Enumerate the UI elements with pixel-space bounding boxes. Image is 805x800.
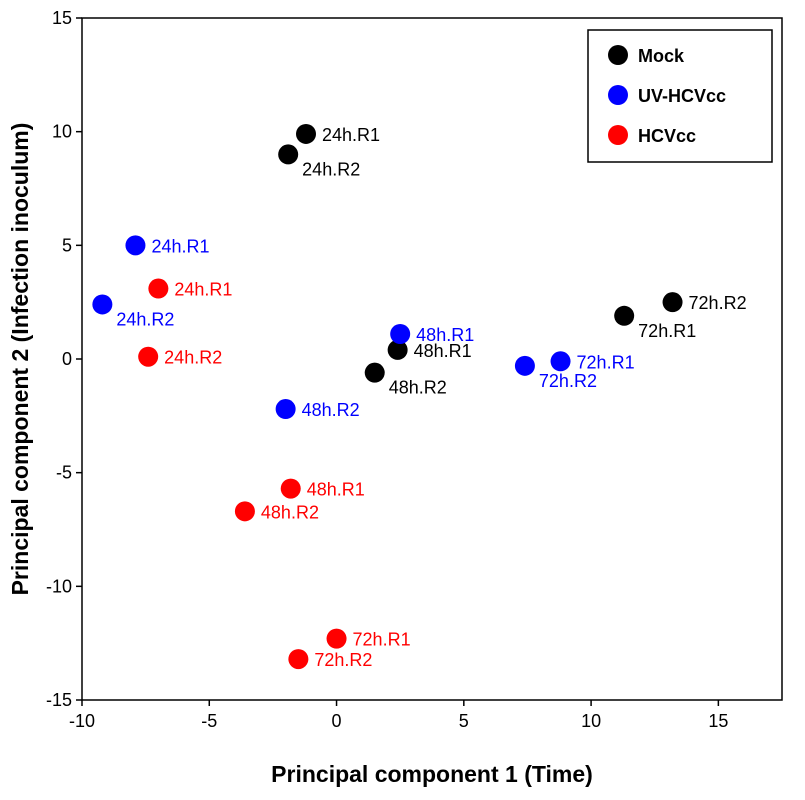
data-point-label: 72h.R1 <box>577 352 635 372</box>
data-point <box>275 399 296 420</box>
data-point-label: 48h.R2 <box>261 502 319 522</box>
data-point <box>296 123 316 144</box>
legend-entry: HCVcc <box>638 126 696 146</box>
x-tick-label: 0 <box>332 711 342 731</box>
data-point <box>387 339 408 360</box>
data-point-label: 48h.R2 <box>389 378 447 398</box>
x-tick-label: -10 <box>69 711 95 731</box>
y-tick-label: 0 <box>62 349 72 369</box>
y-tick-label: -15 <box>46 690 72 710</box>
data-point-label: 72h.R2 <box>539 371 597 391</box>
y-tick-label: -10 <box>46 576 72 596</box>
x-tick-label: -5 <box>201 711 217 731</box>
data-point <box>92 294 113 315</box>
data-point-label: 24h.R2 <box>116 309 174 329</box>
x-axis-title: Principal component 1 (Time) <box>271 761 593 787</box>
data-point-label: 48h.R2 <box>302 400 360 420</box>
data-point <box>234 501 255 522</box>
legend-marker <box>608 85 628 105</box>
data-point-label: 24h.R1 <box>151 236 209 256</box>
data-points <box>92 123 683 670</box>
data-point <box>125 235 146 256</box>
data-point <box>390 323 411 344</box>
data-point <box>148 278 169 299</box>
data-point-label: 24h.R1 <box>174 280 232 300</box>
data-point <box>278 144 299 165</box>
x-tick-label: 10 <box>581 711 601 731</box>
legend-entry: Mock <box>638 46 685 66</box>
data-point-label: 72h.R1 <box>353 630 411 650</box>
y-tick-label: -5 <box>56 463 72 483</box>
data-point-label: 72h.R2 <box>689 293 747 313</box>
data-point <box>326 628 347 649</box>
data-point-label: 48h.R1 <box>307 480 365 500</box>
data-point <box>138 346 159 367</box>
data-point <box>550 351 571 372</box>
y-tick-label: 15 <box>52 8 72 28</box>
data-point-label: 24h.R2 <box>302 159 360 179</box>
data-point <box>364 362 385 383</box>
legend: Mock UV-HCVcc HCVcc <box>587 29 773 163</box>
data-point <box>288 649 309 670</box>
data-point <box>514 355 535 376</box>
data-point-label: 72h.R2 <box>314 650 372 670</box>
x-tick-label: 15 <box>708 711 728 731</box>
data-point-label: 48h.R1 <box>414 341 472 361</box>
y-axis-title: Principal component 2 (Infection inoculu… <box>7 123 33 596</box>
data-point-label: 24h.R2 <box>164 348 222 368</box>
data-point-label: 48h.R1 <box>416 325 474 345</box>
x-tick-label: 5 <box>459 711 469 731</box>
y-tick-label: 5 <box>62 235 72 255</box>
data-point <box>280 478 301 499</box>
data-point <box>662 292 683 313</box>
legend-marker <box>608 45 628 65</box>
data-point-label: 72h.R1 <box>638 321 696 341</box>
legend-marker <box>608 125 628 145</box>
y-tick-label: 10 <box>52 122 72 142</box>
data-point-label: 24h.R1 <box>322 125 380 145</box>
legend-entry: UV-HCVcc <box>638 86 726 106</box>
data-point <box>614 305 635 326</box>
point-labels: 24h.R124h.R248h.R148h.R272h.R172h.R224h.… <box>116 125 746 670</box>
